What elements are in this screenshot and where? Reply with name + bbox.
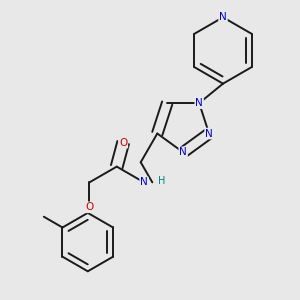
Text: N: N [219,12,227,22]
Text: H: H [158,176,165,186]
Text: N: N [140,177,148,188]
Text: N: N [205,128,213,139]
Text: N: N [179,147,187,157]
Text: O: O [85,202,94,212]
Text: O: O [119,138,127,148]
Text: N: N [195,98,203,108]
